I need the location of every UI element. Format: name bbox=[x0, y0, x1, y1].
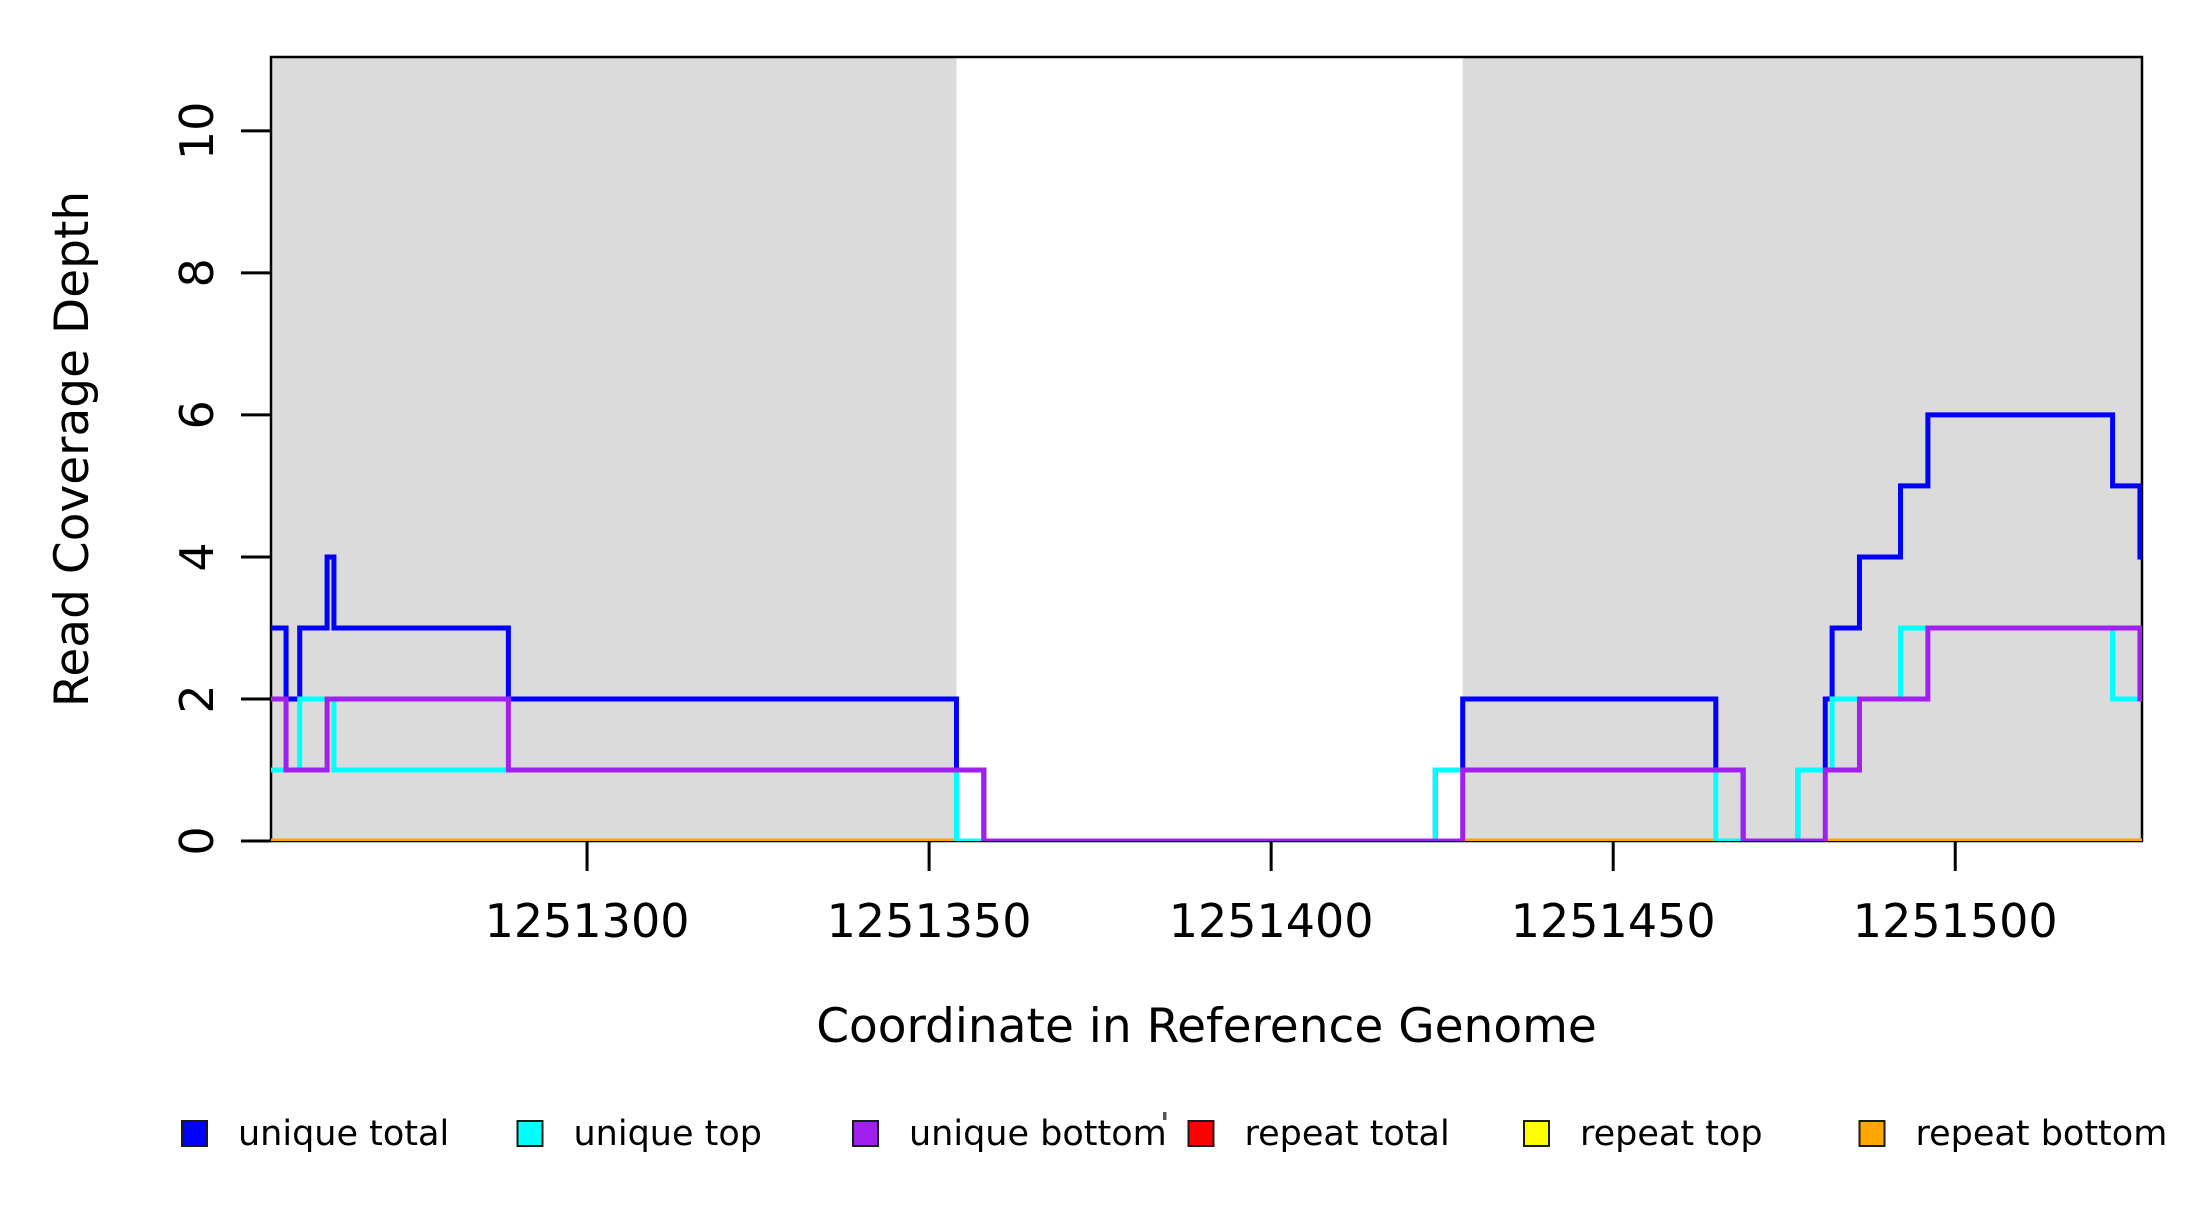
x-tick-label: 1251350 bbox=[827, 894, 1032, 948]
x-axis-title: Coordinate in Reference Genome bbox=[816, 999, 1597, 1054]
x-tick-label: 1251400 bbox=[1169, 894, 1374, 948]
legend-label-unique-top: unique top bbox=[574, 1114, 763, 1154]
legend-label-unique-bottom: unique bottom bbox=[909, 1114, 1167, 1154]
series-line-unique-top bbox=[271, 625, 2142, 841]
legend-swatch-repeat-bottom bbox=[1858, 1120, 1886, 1147]
shaded-region-left bbox=[271, 57, 957, 841]
stray-mark bbox=[1163, 1112, 1167, 1120]
legend-label-repeat-total: repeat total bbox=[1245, 1114, 1450, 1154]
y-tick-label: 10 bbox=[170, 102, 224, 161]
y-tick-label: 2 bbox=[170, 684, 224, 713]
y-tick-label: 8 bbox=[170, 258, 224, 287]
legend-swatch-unique-bottom bbox=[852, 1120, 879, 1147]
x-tick-label: 1251500 bbox=[1853, 894, 2058, 948]
x-tick-label: 1251300 bbox=[485, 894, 690, 948]
x-tick-label: 1251450 bbox=[1511, 894, 1716, 948]
y-axis-title: Read Coverage Depth bbox=[45, 191, 100, 707]
series-line-unique-total bbox=[271, 412, 2142, 841]
y-tick-label: 6 bbox=[170, 400, 224, 429]
series-line-unique-bottom bbox=[271, 625, 2142, 841]
legend-swatch-repeat-total bbox=[1187, 1120, 1215, 1147]
legend-label-repeat-top: repeat top bbox=[1580, 1114, 1763, 1154]
shaded-region-right bbox=[1462, 57, 2142, 841]
y-tick-label: 0 bbox=[170, 826, 224, 855]
y-tick-label: 4 bbox=[170, 542, 224, 571]
legend-swatch-unique-top bbox=[516, 1120, 544, 1147]
legend-label-repeat-bottom: repeat bottom bbox=[1916, 1114, 2168, 1154]
legend-swatch-unique-total bbox=[181, 1120, 208, 1147]
legend-label-unique-total: unique total bbox=[238, 1114, 449, 1154]
legend-swatch-repeat-top bbox=[1523, 1120, 1550, 1147]
